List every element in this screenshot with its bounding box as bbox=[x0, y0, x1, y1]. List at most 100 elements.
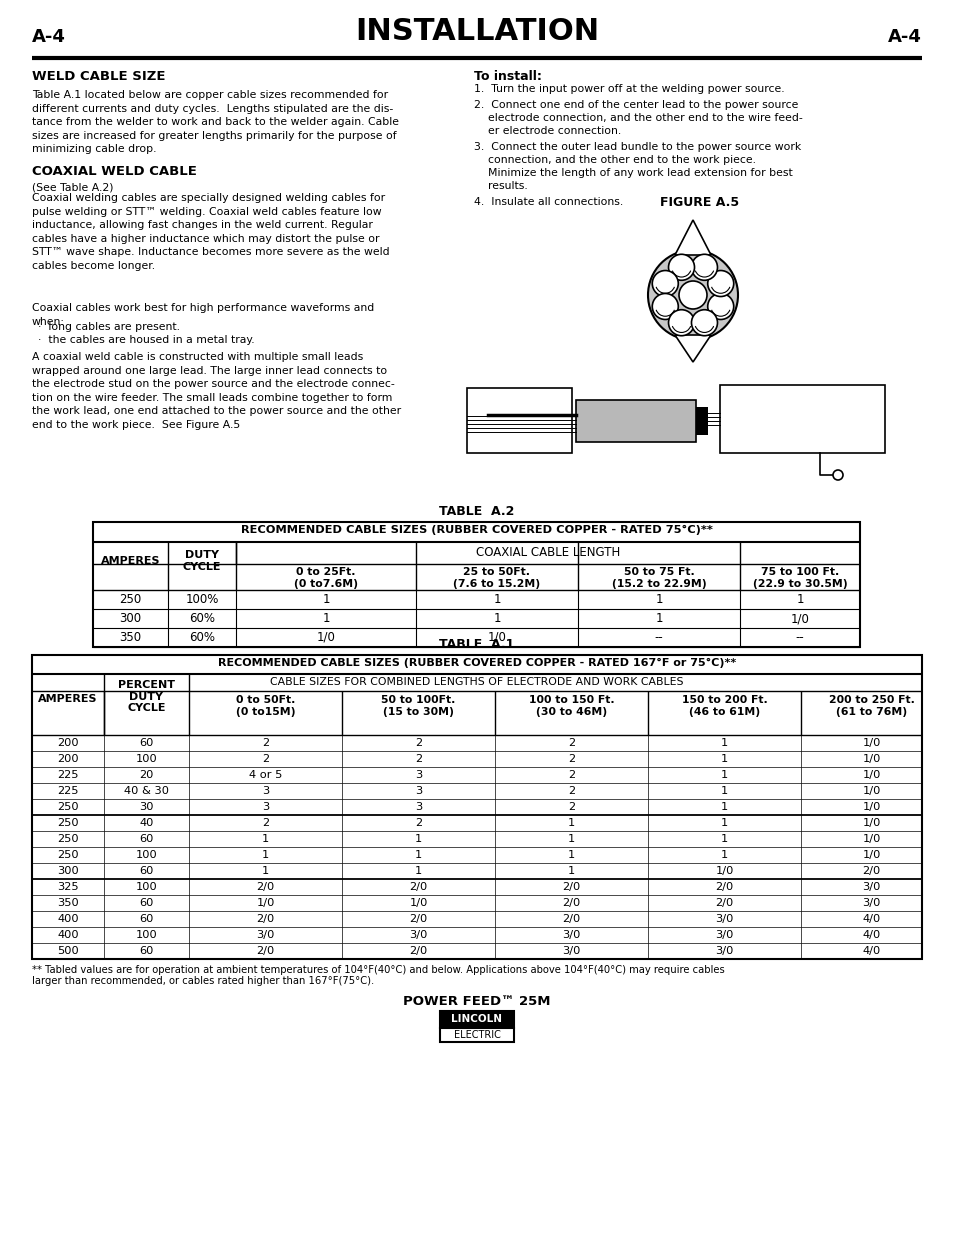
Text: 500: 500 bbox=[57, 946, 79, 956]
Text: 1: 1 bbox=[720, 785, 727, 797]
Text: er electrode connection.: er electrode connection. bbox=[474, 126, 620, 136]
Text: 225: 225 bbox=[57, 785, 79, 797]
Text: 4/0: 4/0 bbox=[862, 930, 880, 940]
Text: TABLE  A.1: TABLE A.1 bbox=[438, 638, 515, 651]
Text: 1: 1 bbox=[567, 866, 575, 876]
Text: 2: 2 bbox=[262, 755, 269, 764]
Text: 3: 3 bbox=[415, 785, 421, 797]
Text: 1/0: 1/0 bbox=[862, 785, 880, 797]
Bar bbox=[696, 408, 707, 435]
Text: --: -- bbox=[654, 631, 662, 643]
Text: larger than recommended, or cables rated higher than 167°F(75°C).: larger than recommended, or cables rated… bbox=[32, 976, 374, 986]
Text: 3/0: 3/0 bbox=[862, 898, 880, 908]
Text: 250: 250 bbox=[57, 850, 79, 860]
Text: 1: 1 bbox=[655, 613, 662, 625]
Text: 2/0: 2/0 bbox=[715, 882, 733, 892]
Text: (See Table A.2): (See Table A.2) bbox=[32, 182, 113, 191]
Text: 1/0: 1/0 bbox=[409, 898, 427, 908]
Text: 1/0: 1/0 bbox=[256, 898, 274, 908]
Text: WELD CABLE SIZE: WELD CABLE SIZE bbox=[32, 70, 165, 83]
Text: 50 to 100Ft.
(15 to 30M): 50 to 100Ft. (15 to 30M) bbox=[381, 695, 456, 716]
Text: 1/0: 1/0 bbox=[862, 739, 880, 748]
Text: LINCOLN: LINCOLN bbox=[451, 1014, 502, 1024]
Text: 4.  Insulate all connections.: 4. Insulate all connections. bbox=[474, 198, 622, 207]
Text: 60%: 60% bbox=[189, 631, 214, 643]
Text: 1: 1 bbox=[493, 593, 500, 606]
Text: 1/0: 1/0 bbox=[862, 850, 880, 860]
Text: 2/0: 2/0 bbox=[409, 914, 427, 924]
Bar bbox=[576, 400, 696, 442]
Text: 100: 100 bbox=[135, 850, 157, 860]
Text: 400: 400 bbox=[57, 914, 79, 924]
Text: 4 or 5: 4 or 5 bbox=[249, 769, 282, 781]
Text: 4/0: 4/0 bbox=[862, 946, 880, 956]
Circle shape bbox=[707, 294, 733, 320]
Text: 3/0: 3/0 bbox=[862, 882, 880, 892]
Text: 1/0: 1/0 bbox=[862, 769, 880, 781]
Text: 225: 225 bbox=[57, 769, 79, 781]
Text: 1: 1 bbox=[262, 866, 269, 876]
Text: 350: 350 bbox=[119, 631, 141, 643]
Text: 60: 60 bbox=[139, 739, 153, 748]
Text: 1: 1 bbox=[322, 593, 330, 606]
Text: 4/0: 4/0 bbox=[862, 914, 880, 924]
Text: 1: 1 bbox=[567, 850, 575, 860]
Text: 2/0: 2/0 bbox=[561, 882, 580, 892]
Text: COAXIAL WELD CABLE: COAXIAL WELD CABLE bbox=[32, 165, 196, 178]
Circle shape bbox=[668, 254, 694, 280]
Text: 3/0: 3/0 bbox=[561, 930, 580, 940]
Text: COAXIAL CABLE LENGTH: COAXIAL CABLE LENGTH bbox=[476, 546, 619, 559]
Text: 1/0: 1/0 bbox=[715, 866, 733, 876]
Bar bbox=[467, 388, 572, 453]
Text: 1: 1 bbox=[720, 850, 727, 860]
Text: 1: 1 bbox=[415, 834, 421, 844]
Circle shape bbox=[691, 310, 717, 336]
Text: connection, and the other end to the work piece.: connection, and the other end to the wor… bbox=[474, 156, 755, 165]
Text: 100: 100 bbox=[135, 882, 157, 892]
Text: 1: 1 bbox=[720, 834, 727, 844]
Text: 200: 200 bbox=[57, 739, 79, 748]
Bar bbox=[439, 1011, 514, 1028]
Text: 3/0: 3/0 bbox=[715, 946, 733, 956]
Text: 2/0: 2/0 bbox=[561, 898, 580, 908]
Text: 2: 2 bbox=[415, 755, 421, 764]
Text: 0 to 25Ft.
(0 to7.6M): 0 to 25Ft. (0 to7.6M) bbox=[294, 567, 357, 589]
Text: 100 to 150 Ft.
(30 to 46M): 100 to 150 Ft. (30 to 46M) bbox=[528, 695, 614, 716]
Text: 0 to 50Ft.
(0 to15M): 0 to 50Ft. (0 to15M) bbox=[235, 695, 294, 716]
Text: PERCENT
DUTY
CYCLE: PERCENT DUTY CYCLE bbox=[118, 680, 174, 713]
Text: 1/0: 1/0 bbox=[862, 755, 880, 764]
Text: ELECTRIC: ELECTRIC bbox=[453, 1030, 500, 1040]
Text: 1: 1 bbox=[655, 593, 662, 606]
Text: 200 to 250 Ft.
(61 to 76M): 200 to 250 Ft. (61 to 76M) bbox=[828, 695, 914, 716]
Text: 2/0: 2/0 bbox=[409, 882, 427, 892]
Text: 2/0: 2/0 bbox=[561, 914, 580, 924]
Text: ·  long cables are present.: · long cables are present. bbox=[38, 322, 180, 332]
Text: 250: 250 bbox=[57, 818, 79, 827]
Text: 1: 1 bbox=[567, 834, 575, 844]
Text: 1: 1 bbox=[415, 866, 421, 876]
Text: 100: 100 bbox=[135, 930, 157, 940]
Text: 200: 200 bbox=[57, 755, 79, 764]
Text: 2: 2 bbox=[567, 802, 575, 811]
Polygon shape bbox=[675, 220, 710, 254]
Text: 2: 2 bbox=[262, 739, 269, 748]
Polygon shape bbox=[675, 335, 710, 362]
Text: 1/0: 1/0 bbox=[862, 834, 880, 844]
Text: 30: 30 bbox=[139, 802, 153, 811]
Text: 3: 3 bbox=[415, 802, 421, 811]
Text: 3.  Connect the outer lead bundle to the power source work: 3. Connect the outer lead bundle to the … bbox=[474, 142, 801, 152]
Text: Coaxial cables work best for high performance waveforms and
when:: Coaxial cables work best for high perfor… bbox=[32, 303, 374, 326]
Text: 1: 1 bbox=[262, 834, 269, 844]
Text: 2/0: 2/0 bbox=[409, 946, 427, 956]
Circle shape bbox=[647, 249, 738, 340]
Text: 1/0: 1/0 bbox=[790, 613, 808, 625]
Text: 1: 1 bbox=[720, 769, 727, 781]
Text: 40 & 30: 40 & 30 bbox=[124, 785, 169, 797]
Text: 3/0: 3/0 bbox=[409, 930, 427, 940]
Circle shape bbox=[707, 270, 733, 296]
Text: 1: 1 bbox=[493, 613, 500, 625]
Text: 250: 250 bbox=[57, 834, 79, 844]
Text: 325: 325 bbox=[57, 882, 79, 892]
Bar bbox=[92, 522, 859, 647]
Text: 3: 3 bbox=[262, 785, 269, 797]
